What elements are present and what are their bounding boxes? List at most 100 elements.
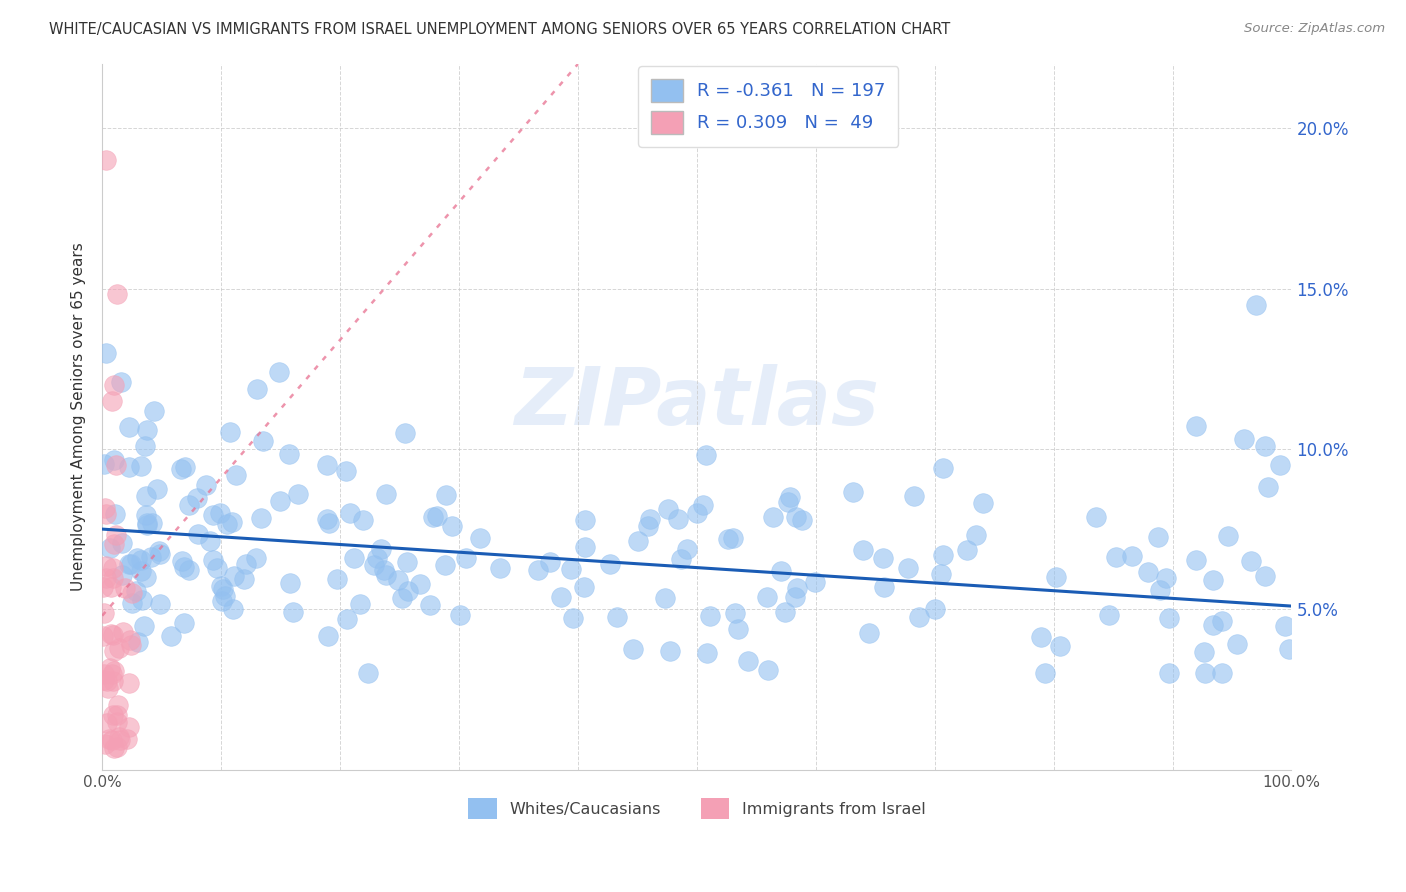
Point [149, 597, 172, 611]
Point [287, 487, 309, 501]
Point [105, 458, 128, 472]
Point [120, 638, 142, 652]
Point [449, 607, 471, 622]
Point [1254, 439, 1277, 453]
Point [1268, 458, 1291, 472]
Point [699, 608, 721, 623]
Point [120, 632, 142, 647]
Point [101, 733, 124, 747]
Point [96, 674, 118, 689]
Point [1226, 637, 1249, 651]
Point [932, 549, 955, 563]
Point [387, 573, 409, 587]
Point [872, 551, 894, 566]
Point [769, 564, 792, 578]
Point [363, 558, 385, 573]
Point [316, 458, 339, 472]
Point [131, 553, 153, 567]
Point [872, 580, 894, 594]
Point [103, 571, 125, 585]
Point [669, 551, 692, 566]
Point [1211, 666, 1233, 681]
Point [1194, 666, 1216, 681]
Point [108, 733, 131, 747]
Point [174, 460, 197, 475]
Point [627, 534, 650, 549]
Point [107, 730, 129, 744]
Point [972, 496, 994, 510]
Point [717, 533, 740, 547]
Point [195, 478, 218, 492]
Point [100, 393, 122, 408]
Point [657, 502, 679, 516]
Point [136, 423, 159, 437]
Point [1157, 611, 1180, 625]
Point [96, 559, 118, 574]
Point [141, 516, 163, 531]
Point [1159, 666, 1181, 681]
Point [111, 568, 134, 582]
Point [956, 542, 979, 557]
Point [222, 601, 245, 615]
Point [170, 554, 193, 568]
Point [118, 419, 141, 434]
Point [1154, 571, 1177, 585]
Point [160, 629, 183, 643]
Point [419, 598, 441, 612]
Point [1211, 614, 1233, 628]
Point [1136, 565, 1159, 579]
Point [560, 562, 582, 576]
Point [727, 622, 749, 636]
Point [721, 531, 744, 545]
Point [356, 666, 378, 681]
Point [1202, 618, 1225, 632]
Point [108, 641, 131, 656]
Point [101, 627, 124, 641]
Point [775, 605, 797, 619]
Point [433, 558, 456, 572]
Point [125, 584, 148, 599]
Point [574, 540, 596, 554]
Point [283, 606, 305, 620]
Point [121, 586, 143, 600]
Point [316, 629, 339, 643]
Point [177, 563, 200, 577]
Point [96, 715, 118, 730]
Point [908, 610, 931, 624]
Point [105, 287, 128, 301]
Point [207, 561, 229, 575]
Point [426, 509, 449, 524]
Point [696, 646, 718, 660]
Point [1233, 432, 1256, 446]
Point [104, 507, 127, 521]
Point [897, 560, 920, 574]
Point [692, 498, 714, 512]
Point [94, 345, 117, 359]
Point [219, 425, 242, 439]
Point [211, 594, 233, 608]
Point [245, 551, 267, 566]
Point [100, 627, 122, 641]
Point [903, 489, 925, 503]
Point [1244, 297, 1267, 311]
Point [93, 581, 115, 595]
Point [1085, 510, 1108, 524]
Point [98, 541, 121, 556]
Point [107, 698, 129, 712]
Point [489, 560, 512, 574]
Point [756, 663, 779, 677]
Point [852, 542, 875, 557]
Point [375, 568, 398, 582]
Point [842, 485, 865, 500]
Point [637, 519, 659, 533]
Point [395, 556, 418, 570]
Point [621, 642, 644, 657]
Point [97, 731, 120, 746]
Point [336, 611, 359, 625]
Point [127, 635, 149, 649]
Point [724, 607, 747, 621]
Point [186, 491, 208, 505]
Point [858, 625, 880, 640]
Point [201, 553, 224, 567]
Point [932, 460, 955, 475]
